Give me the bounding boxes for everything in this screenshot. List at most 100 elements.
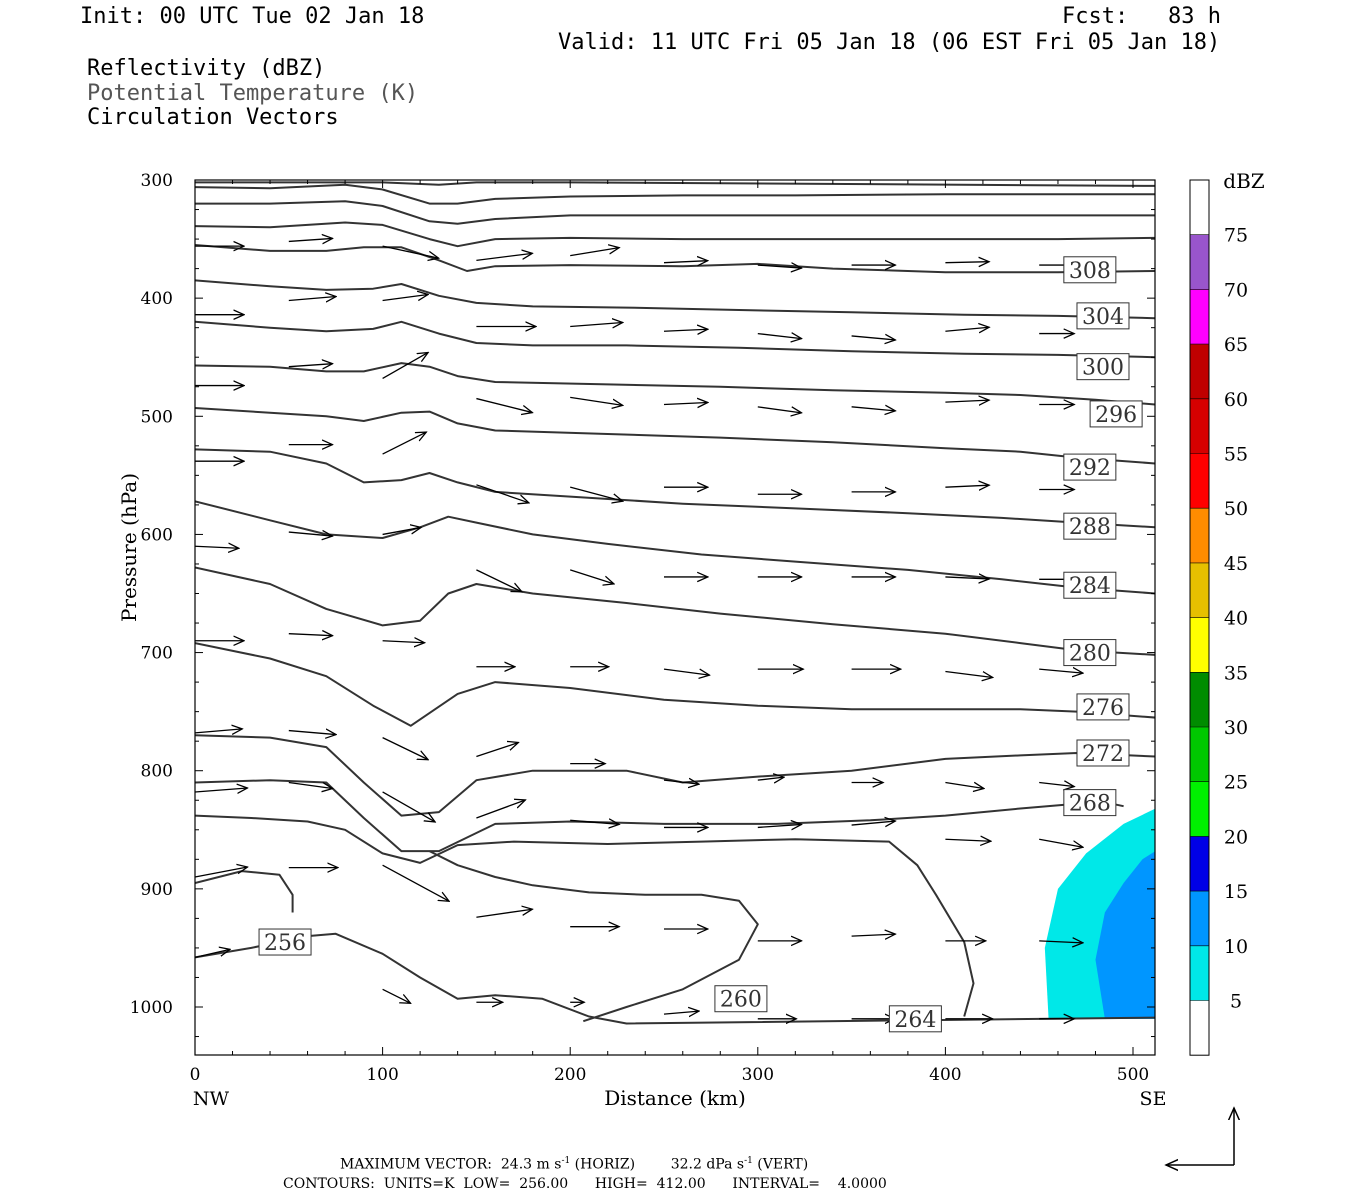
colorbar-label: 45 xyxy=(1224,553,1248,575)
x-tick-label: 0 xyxy=(190,1065,201,1085)
circulation-vector xyxy=(288,297,336,301)
colorbar-swatch xyxy=(1190,289,1209,345)
contour-label-300: 300 xyxy=(1082,356,1124,381)
contour-label-box-292 xyxy=(1063,453,1117,481)
contour-label-box-308 xyxy=(1063,256,1117,284)
contour-label-box-304 xyxy=(1076,302,1130,330)
theta-contour-264 xyxy=(195,814,975,1017)
circulation-vector xyxy=(663,261,708,263)
colorbar-label: 35 xyxy=(1224,662,1248,684)
circulation-vector xyxy=(476,800,525,819)
circulation-vector xyxy=(757,777,784,780)
contour-label-box-288 xyxy=(1063,512,1117,540)
colorbar-label: 40 xyxy=(1224,608,1248,630)
x-tick-label: 300 xyxy=(742,1065,774,1085)
theta-contour-276 xyxy=(195,642,1155,727)
y-tick-label: 600 xyxy=(141,525,173,545)
x-tick-label: 500 xyxy=(1117,1065,1149,1085)
plot-frame xyxy=(194,179,1156,1056)
field-vectors-label: Circulation Vectors xyxy=(87,105,339,130)
contour-label-box-296 xyxy=(1089,400,1143,428)
contour-label-308: 308 xyxy=(1069,259,1111,284)
circulation-vector xyxy=(194,788,248,792)
circulation-vector xyxy=(851,336,896,340)
circulation-vector xyxy=(476,397,532,413)
circulation-vector xyxy=(757,824,802,827)
circulation-vector xyxy=(382,432,427,455)
colorbar-label: 60 xyxy=(1224,389,1248,411)
circulation-vector xyxy=(851,821,896,825)
circulation-vector xyxy=(945,485,989,487)
contour-label-box-272 xyxy=(1076,739,1130,767)
contour-label-box-256 xyxy=(258,928,312,956)
theta-contour-308 xyxy=(195,244,1155,274)
theta-contour-316 xyxy=(195,200,1155,225)
circulation-vector xyxy=(382,641,425,643)
circulation-vector xyxy=(194,729,242,733)
circulation-vector xyxy=(382,295,429,302)
contour-label-296: 296 xyxy=(1095,403,1137,428)
colorbar-swatch xyxy=(1190,234,1209,290)
circulation-vector xyxy=(194,867,248,878)
colorbar-swatch xyxy=(1190,617,1209,673)
theta-contour-256 xyxy=(195,932,1155,1025)
colorbar-swatch xyxy=(1190,344,1209,399)
circulation-vector xyxy=(288,532,333,536)
circulation-vector xyxy=(382,737,429,760)
colorbar-swatch xyxy=(1190,508,1209,563)
contour-label-box-276 xyxy=(1076,693,1130,721)
circulation-vector xyxy=(382,864,450,901)
circulation-vector xyxy=(476,484,529,503)
theta-contour-284 xyxy=(195,500,1155,595)
contour-label-264: 264 xyxy=(894,1008,936,1033)
contour-label-box-284 xyxy=(1063,571,1117,599)
y-tick-label: 300 xyxy=(141,171,173,191)
colorbar-label: 65 xyxy=(1224,334,1248,356)
contour-label-box-260 xyxy=(714,985,768,1013)
y-tick-label: 500 xyxy=(141,407,173,427)
circulation-vector xyxy=(945,262,989,263)
contour-label-260: 260 xyxy=(720,988,762,1013)
circulation-vector xyxy=(945,783,984,789)
reflectivity-region-10dbz xyxy=(1095,851,1155,1019)
colorbar-swatch xyxy=(1190,891,1209,946)
circulation-vector xyxy=(851,407,896,411)
theta-contour-260 xyxy=(195,870,294,913)
circulation-vector xyxy=(851,934,896,936)
x-tick-label: 400 xyxy=(929,1065,961,1085)
y-tick-label: 900 xyxy=(141,880,173,900)
colorbar-label: 75 xyxy=(1224,225,1248,247)
colorbar-swatch xyxy=(1190,180,1209,235)
colorbar-label: 30 xyxy=(1224,717,1248,739)
circulation-vector xyxy=(476,253,532,261)
x-end-label-se: SE xyxy=(1140,1088,1167,1110)
y-tick-label: 800 xyxy=(141,762,173,782)
theta-contour-288 xyxy=(195,448,1155,529)
circulation-vector xyxy=(382,352,429,380)
circulation-vector xyxy=(945,839,991,841)
colorbar-label: 55 xyxy=(1224,444,1248,466)
circulation-vector xyxy=(570,486,623,501)
circulation-vector xyxy=(570,248,619,257)
colorbar-swatch xyxy=(1190,453,1209,509)
x-tick-label: 200 xyxy=(554,1065,586,1085)
colorbar-swatch xyxy=(1190,836,1209,892)
colorbar-swatch xyxy=(1190,672,1209,727)
theta-contour-320 xyxy=(195,183,1155,205)
forecast-hour: Fcst: 83 h xyxy=(1062,4,1221,29)
circulation-vector xyxy=(945,327,989,331)
circulation-vector xyxy=(570,569,614,584)
colorbar-swatch xyxy=(1190,727,1209,782)
field-theta-label: Potential Temperature (K) xyxy=(87,81,419,106)
colorbar-swatch xyxy=(1190,1000,1209,1056)
contour-label-box-280 xyxy=(1063,639,1117,667)
colorbar-swatch xyxy=(1190,398,1209,454)
circulation-vector xyxy=(288,364,333,367)
contour-label-box-268 xyxy=(1063,789,1117,817)
theta-contour-292 xyxy=(195,407,1155,465)
valid-time: Valid: 11 UTC Fri 05 Jan 18 (06 EST Fri … xyxy=(558,30,1221,55)
colorbar-label: 10 xyxy=(1224,936,1248,958)
x-end-label-nw: NW xyxy=(193,1088,230,1110)
circulation-vector xyxy=(382,527,422,536)
